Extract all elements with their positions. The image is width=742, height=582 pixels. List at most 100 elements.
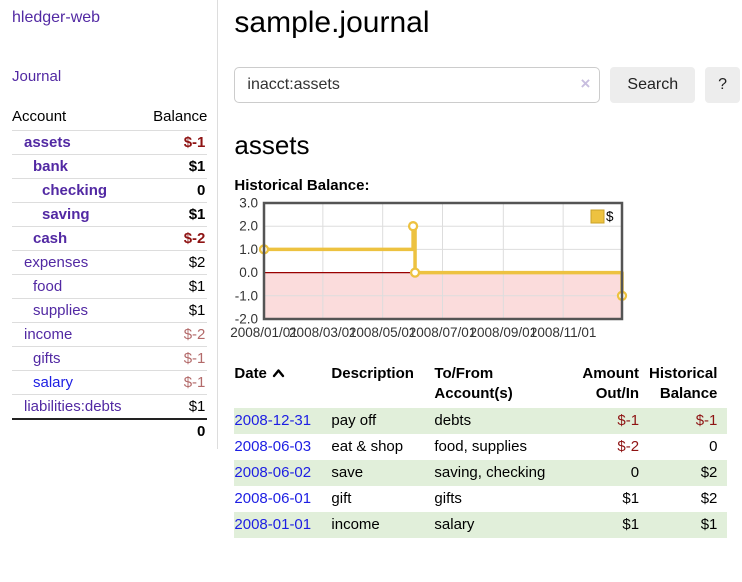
- app-title: hledger-web: [12, 8, 207, 28]
- sidebar-account-link[interactable]: salary: [33, 374, 74, 391]
- account-name-cell: gifts: [12, 346, 143, 371]
- account-row: saving $1: [12, 202, 208, 227]
- search-button[interactable]: Search: [610, 67, 696, 103]
- transaction-date-link[interactable]: 2008-01-01: [234, 516, 312, 533]
- account-balance: 0: [142, 178, 208, 203]
- date-header-label: Date: [234, 365, 267, 382]
- accounts-header-account: Account: [12, 108, 67, 125]
- main-content: sample.journal × Search ? assets Histori…: [218, 0, 742, 538]
- sidebar-account-link[interactable]: gifts: [33, 350, 61, 367]
- sidebar-item-journal[interactable]: Journal: [12, 68, 62, 85]
- account-name-cell: liabilities:debts: [12, 394, 143, 419]
- sidebar-account-link[interactable]: income: [24, 326, 73, 343]
- register-header-description: Description: [331, 365, 414, 382]
- accounts-table: Account Balance assets $-1 bank $1 checking 0…: [12, 105, 208, 443]
- account-balance: $1: [142, 274, 208, 299]
- transaction-row: 2008-06-03 eat & shop food, supplies $-2 0: [234, 434, 727, 460]
- page-title: sample.journal: [234, 6, 430, 39]
- account-balance: $1: [142, 154, 208, 179]
- account-row: supplies $1: [12, 298, 208, 323]
- account-balance: $2: [142, 250, 208, 275]
- svg-text:2.0: 2.0: [240, 219, 259, 234]
- sidebar-account-link[interactable]: supplies: [33, 302, 89, 319]
- account-balance: $1: [142, 298, 208, 323]
- transaction-amount: $-1: [617, 412, 640, 429]
- transaction-description: eat & shop: [331, 438, 404, 455]
- transaction-date-link[interactable]: 2008-06-02: [234, 464, 312, 481]
- account-row: liabilities:debts $1: [12, 394, 208, 419]
- transaction-date-cell: 2008-01-01: [234, 512, 331, 538]
- register-header-accounts: To/From Account(s): [434, 365, 513, 402]
- page: hledger-web Journal Account Balance asse…: [12, 0, 742, 538]
- search-form: × Search ?: [234, 67, 740, 103]
- transaction-description: pay off: [331, 412, 377, 429]
- account-row: assets $-1: [12, 130, 208, 155]
- data-point-marker: [408, 221, 419, 232]
- sidebar-account-link[interactable]: liabilities:debts: [24, 398, 122, 415]
- chart-title: Historical Balance:: [234, 177, 370, 194]
- chart-svg: $3.0 2.0 1.0 0.0 -1.0 -2.02008/01/012008/03/0…: [231, 196, 628, 340]
- transaction-amount: $1: [622, 516, 640, 533]
- svg-text:2008/11/01: 2008/11/01: [530, 325, 597, 340]
- accounts-total-value: 0: [142, 418, 208, 443]
- app-title-link[interactable]: hledger-web: [12, 9, 101, 26]
- transaction-accounts: debts: [434, 412, 472, 429]
- transaction-row: 2008-06-01 gift gifts $1 $2: [234, 486, 727, 512]
- transaction-balance: $2: [700, 490, 718, 507]
- transaction-date-link[interactable]: 2008-06-01: [234, 490, 312, 507]
- account-row: income $-2: [12, 322, 208, 347]
- clear-search-icon[interactable]: ×: [580, 74, 591, 93]
- sidebar-account-link[interactable]: checking: [42, 182, 108, 199]
- account-name-cell: income: [12, 322, 143, 347]
- svg-text:0.0: 0.0: [240, 265, 259, 280]
- account-row: salary $-1: [12, 370, 208, 395]
- sidebar-account-link[interactable]: bank: [33, 158, 69, 175]
- transaction-accounts: gifts: [434, 490, 462, 507]
- account-name-cell: cash: [12, 226, 143, 251]
- register-header-balance: Historical Balance: [649, 365, 718, 402]
- account-name-cell: supplies: [12, 298, 143, 323]
- account-name-cell: bank: [12, 154, 143, 179]
- svg-text:2008/05/01: 2008/05/01: [349, 325, 417, 340]
- transaction-accounts: salary: [434, 516, 475, 533]
- account-name-cell: saving: [12, 202, 143, 227]
- register-table: Date Description To/From Account(s) Amou…: [234, 362, 728, 538]
- account-name-cell: expenses: [12, 250, 143, 275]
- account-row: gifts $-1: [12, 346, 208, 371]
- sidebar-account-link[interactable]: food: [33, 278, 63, 295]
- spacer: [12, 418, 143, 443]
- transaction-accounts: food, supplies: [434, 438, 527, 455]
- sidebar-account-link[interactable]: assets: [24, 134, 71, 151]
- account-balance: $-2: [142, 322, 208, 347]
- transaction-date-link[interactable]: 2008-06-03: [234, 438, 312, 455]
- transaction-balance: $-1: [695, 412, 718, 429]
- search-input[interactable]: [234, 67, 601, 103]
- transaction-date-link[interactable]: 2008-12-31: [234, 412, 312, 429]
- register-header-date[interactable]: Date: [234, 362, 331, 408]
- svg-text:-2.0: -2.0: [235, 312, 258, 327]
- sidebar-account-link[interactable]: expenses: [24, 254, 89, 271]
- account-name-cell: checking: [12, 178, 143, 203]
- svg-text:2008/03/01: 2008/03/01: [289, 325, 357, 340]
- historical-balance-chart: $3.0 2.0 1.0 0.0 -1.0 -2.0 2008/01/01 2008/03/0…: [231, 196, 740, 352]
- account-balance: $-1: [142, 370, 208, 395]
- transaction-balance: $2: [700, 464, 718, 481]
- account-name-cell: salary: [12, 370, 143, 395]
- account-name-cell: food: [12, 274, 143, 299]
- sidebar-account-link[interactable]: cash: [33, 230, 68, 247]
- legend-label: $: [606, 209, 614, 224]
- transaction-row: 2008-01-01 income salary $1 $1: [234, 512, 728, 538]
- transaction-description: save: [331, 464, 364, 481]
- transaction-date-cell: 2008-06-02: [234, 460, 331, 486]
- account-row: checking 0: [12, 178, 208, 203]
- account-balance: $-2: [142, 226, 208, 251]
- sort-ascending-icon: [272, 364, 285, 384]
- data-point-marker: [410, 267, 421, 278]
- legend-swatch: [590, 209, 605, 224]
- transaction-date-cell: 2008-12-31: [234, 408, 331, 434]
- account-balance: $-1: [142, 346, 208, 371]
- svg-text:2008/07/01: 2008/07/01: [409, 325, 477, 340]
- help-button[interactable]: ?: [705, 67, 740, 103]
- sidebar-account-link[interactable]: saving: [42, 206, 90, 223]
- svg-text:1.0: 1.0: [240, 242, 259, 257]
